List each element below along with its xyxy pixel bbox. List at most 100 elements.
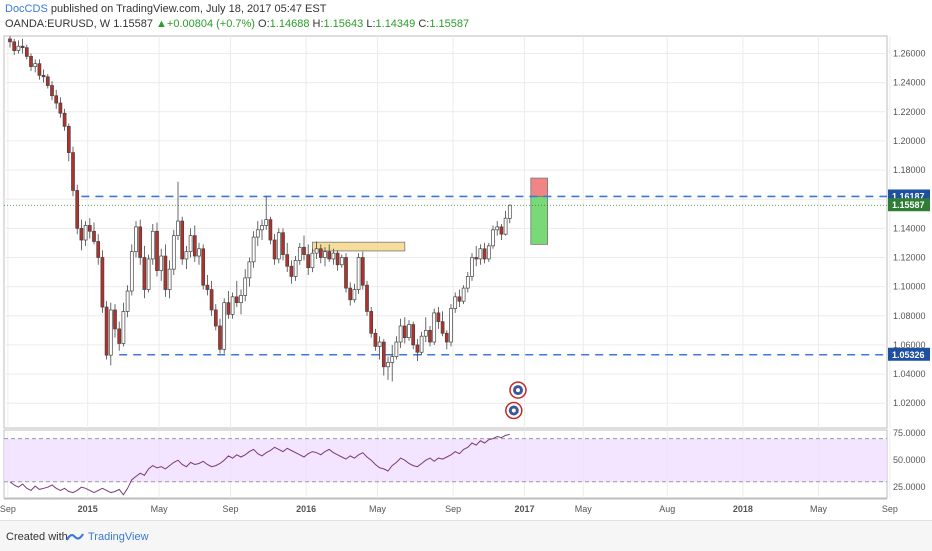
low-value: 1.14349 <box>375 18 416 30</box>
candle-up <box>184 251 189 260</box>
candle-up <box>33 63 38 67</box>
candle-up <box>323 251 327 258</box>
candle-down <box>209 289 214 311</box>
time-axis[interactable]: Sep 2015 May Sep 2016 May Sep 2017 May Aug 2018 May… <box>0 498 898 514</box>
candle-down <box>45 76 50 86</box>
candle-up <box>197 248 201 257</box>
created-with-text: Created with <box>6 531 68 543</box>
candle-up <box>264 219 269 226</box>
event-markers[interactable] <box>505 381 527 420</box>
candle-down <box>50 85 54 97</box>
candle-up <box>377 341 382 347</box>
low-label: L: <box>366 18 376 30</box>
candle-up <box>276 232 281 260</box>
candle-down <box>71 152 75 191</box>
candle-down <box>428 330 432 343</box>
candle-down <box>100 257 105 308</box>
candle-up <box>188 235 193 253</box>
target-box <box>530 196 548 245</box>
candle-down <box>415 344 420 353</box>
stop-box <box>530 177 548 197</box>
candle-down <box>457 296 462 302</box>
candle-down <box>117 328 122 344</box>
candle-up <box>507 204 512 219</box>
candle-up <box>134 226 138 253</box>
candle-up <box>495 226 500 231</box>
footer: Created with TradingView <box>0 520 932 551</box>
candle-down <box>234 296 239 304</box>
candle-down <box>205 284 210 290</box>
candle-down <box>474 257 479 260</box>
candle-down <box>75 190 80 229</box>
candle-up <box>129 251 134 292</box>
candle-up <box>423 330 428 337</box>
event-flag-icon-2[interactable] <box>505 401 523 420</box>
event-marker-dot <box>511 408 516 413</box>
price-label-bg <box>888 347 930 361</box>
close-value: 1.15587 <box>429 18 470 30</box>
candle-up <box>16 45 21 51</box>
candle-up <box>247 261 252 279</box>
candle-down <box>365 284 369 312</box>
time-tick-label: May <box>151 504 169 514</box>
price-chart[interactable]: 1.260001.240001.220001.200001.180001.160… <box>0 0 932 520</box>
candle-up <box>503 217 508 235</box>
candle-down <box>335 252 340 266</box>
price-tick-label: 1.18000 <box>893 165 926 175</box>
candle-down <box>306 254 311 269</box>
price-tick-label: 1.22000 <box>893 107 926 117</box>
candle-down <box>218 325 222 350</box>
candle-down <box>180 220 185 260</box>
candle-up <box>470 257 474 277</box>
price-label-text: 1.05326 <box>892 350 925 360</box>
candle-down <box>58 102 63 114</box>
candle-down <box>54 95 59 104</box>
candle-up <box>314 248 319 254</box>
price-tick-label: 1.08000 <box>893 311 926 321</box>
candle-down <box>213 309 218 327</box>
candle-up <box>251 236 256 263</box>
candle-up <box>222 302 227 350</box>
candle-up <box>297 246 302 261</box>
candle-down <box>369 311 374 334</box>
time-tick-label: 2016 <box>296 504 316 514</box>
candle-down <box>268 219 273 241</box>
candle-up <box>419 335 424 353</box>
author-link[interactable]: DocCDS <box>5 3 48 15</box>
candle-up <box>407 324 411 339</box>
rsi-tick-label: 25.0000 <box>893 482 926 492</box>
candle-up <box>478 248 483 260</box>
candle-up <box>465 276 470 289</box>
high-value: 1.15643 <box>323 18 364 30</box>
rsi-tick-label: 75.0000 <box>893 428 926 438</box>
price-tick-label: 1.10000 <box>893 282 926 292</box>
candle-down <box>41 74 46 78</box>
candle-up <box>255 229 260 238</box>
candle-up <box>146 258 151 290</box>
tradingview-link[interactable]: TradingView <box>88 531 149 543</box>
price-axis[interactable]: 1.260001.240001.220001.200001.180001.160… <box>893 48 926 492</box>
candle-up <box>449 308 453 343</box>
candle-up <box>352 289 357 301</box>
price-tick-label: 1.04000 <box>893 369 926 379</box>
candle-down <box>318 248 323 258</box>
candle-up <box>339 257 344 266</box>
candle-down <box>66 125 71 153</box>
candle-down <box>482 248 487 260</box>
supply-box <box>311 241 406 252</box>
price-tick-label: 1.14000 <box>893 223 926 233</box>
event-flag-icon[interactable] <box>509 381 527 399</box>
candle-up <box>108 309 113 356</box>
candle-down <box>8 38 12 43</box>
symbol-name[interactable]: OANDA:EURUSD, W <box>5 18 111 30</box>
candle-down <box>499 226 504 235</box>
price-tick-label: 1.20000 <box>893 136 926 146</box>
candle-up <box>243 277 248 296</box>
time-tick-label: Sep <box>445 504 461 514</box>
candle-down <box>402 325 407 339</box>
price-label-text: 1.15587 <box>892 200 925 210</box>
price-label-tag: 1.05326 <box>888 347 930 361</box>
price-tick-label: 1.02000 <box>893 398 926 408</box>
price-label-tag: 1.15587 <box>888 198 930 212</box>
candle-down <box>138 226 143 258</box>
